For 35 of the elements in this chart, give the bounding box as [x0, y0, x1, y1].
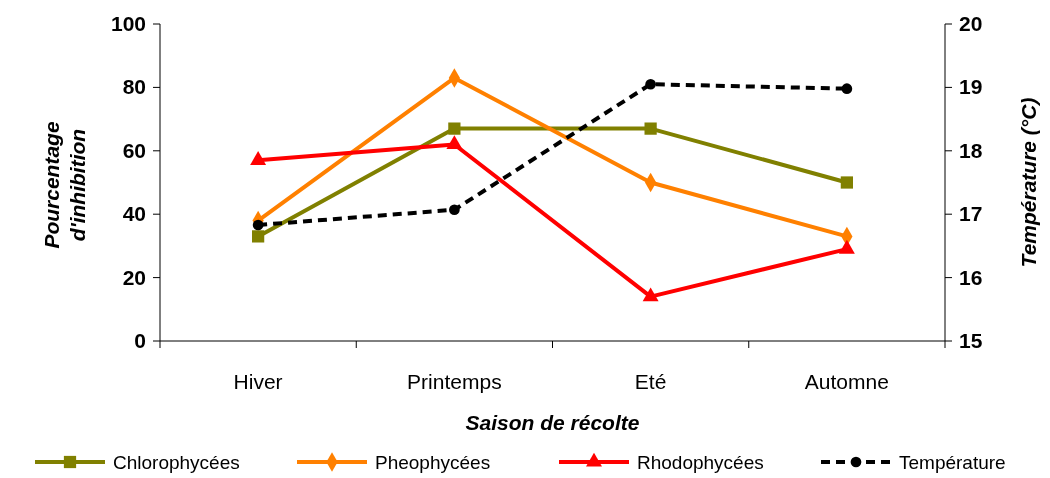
y2-axis-title: Température (°C)	[1017, 97, 1040, 268]
y-tick-label: 80	[122, 75, 146, 99]
point	[841, 83, 853, 95]
point	[448, 122, 461, 135]
x-tick-label: Automne	[804, 370, 889, 393]
y-tick-label: 20	[122, 265, 146, 289]
y2-tick-label: 18	[959, 138, 983, 162]
y2-tick-label: 19	[959, 75, 983, 99]
point	[449, 204, 460, 216]
x-tick-label: Hiver	[233, 370, 283, 393]
point	[645, 78, 656, 90]
y2-tick-label: 15	[959, 329, 983, 352]
legend-label: Pheophycées	[375, 452, 491, 473]
y-axis-title: Pourcentage d'inhibition	[39, 120, 90, 251]
x-tick-label: Eté	[634, 370, 667, 393]
point	[838, 239, 855, 254]
point	[840, 176, 853, 189]
y2-tick-label: 20	[959, 12, 983, 35]
point	[644, 122, 657, 135]
point	[446, 135, 463, 150]
point	[642, 287, 659, 302]
legend-label: Température	[899, 452, 1006, 473]
y-tick-label: 100	[110, 12, 146, 35]
y-tick-label: 0	[134, 329, 146, 352]
x-axis-title: Saison de récolte	[465, 411, 640, 434]
x-tick-label: Printemps	[407, 370, 502, 393]
legend-label: Rhodophycées	[637, 452, 764, 473]
y2-tick-label: 16	[959, 265, 983, 289]
y2-tick-label: 17	[959, 202, 983, 226]
y-tick-label: 40	[122, 202, 146, 226]
point	[250, 151, 267, 165]
point	[252, 230, 265, 243]
point	[252, 219, 264, 231]
y-tick-label: 60	[122, 138, 146, 162]
legend-label: Chlorophycées	[113, 452, 240, 473]
